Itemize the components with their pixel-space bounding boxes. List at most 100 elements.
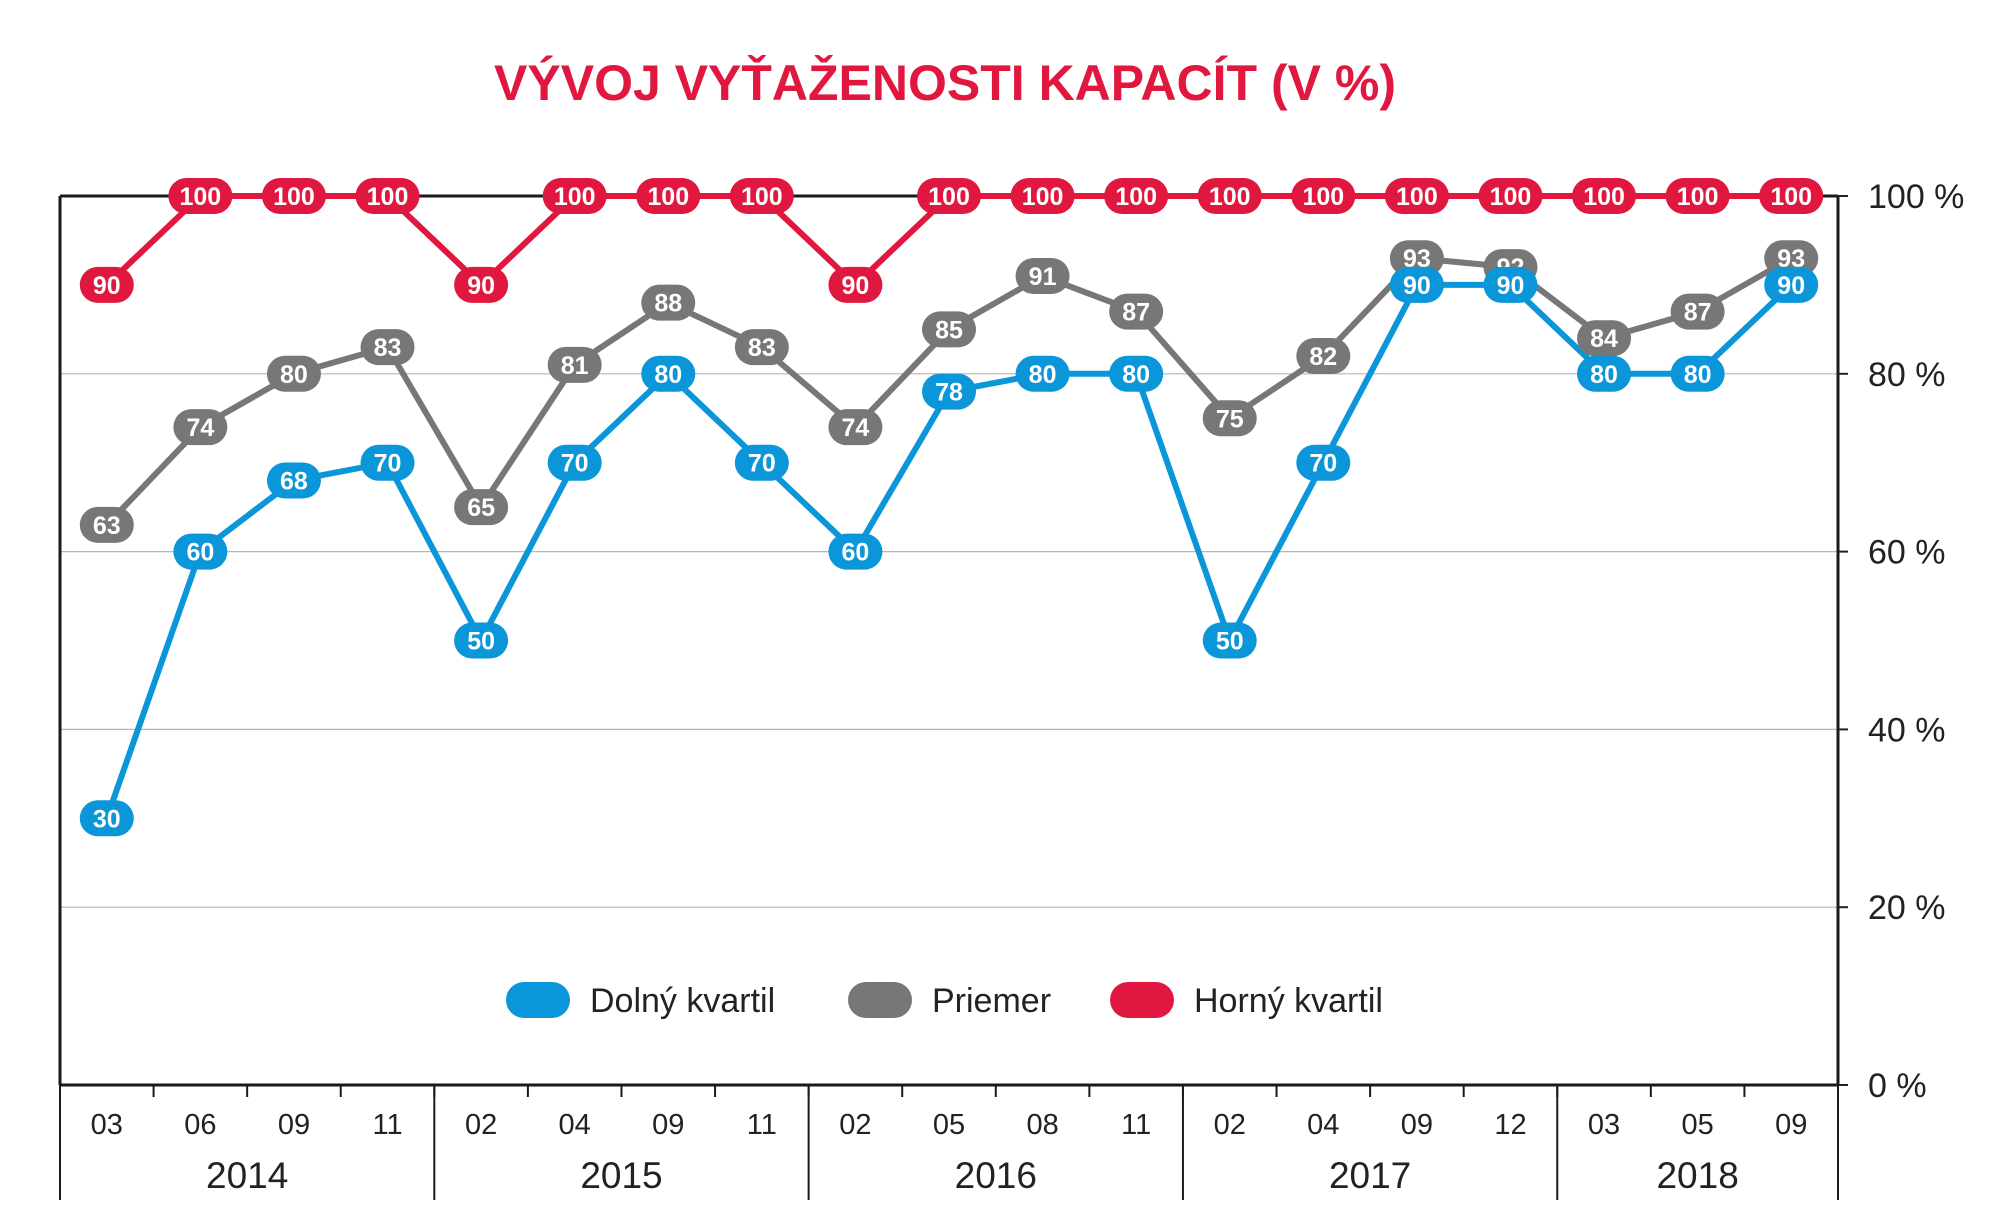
data-label: 75 (1216, 405, 1244, 433)
x-tick-label: 09 (1775, 1109, 1807, 1141)
data-point (261, 178, 326, 214)
data-label: 100 (180, 183, 222, 211)
data-label: 50 (467, 628, 495, 656)
year-label: 2018 (1656, 1155, 1738, 1196)
x-tick-label: 11 (747, 1109, 777, 1141)
data-label: 83 (374, 334, 402, 362)
x-tick-label: 08 (1026, 1109, 1058, 1141)
data-label: 100 (1022, 183, 1064, 211)
data-point (1015, 355, 1070, 392)
data-point (1202, 400, 1257, 437)
data-point (922, 373, 976, 410)
data-label: 90 (842, 272, 870, 300)
data-point (1577, 320, 1632, 357)
data-label: 80 (654, 361, 682, 389)
data-point (547, 444, 602, 481)
x-tick-label: 05 (1681, 1109, 1713, 1141)
data-label: 90 (1403, 272, 1431, 300)
data-label: 80 (1684, 361, 1712, 389)
x-tick-label: 03 (91, 1109, 123, 1141)
data-label: 88 (654, 290, 682, 318)
data-label: 90 (93, 272, 121, 300)
data-point (79, 506, 134, 543)
data-point (547, 346, 602, 383)
data-label: 80 (280, 361, 308, 389)
data-label: 100 (1490, 183, 1532, 211)
data-label: 70 (1309, 450, 1337, 478)
legend: Dolný kvartil Priemer Horný kvartil (506, 982, 1383, 1020)
year-label: 2015 (580, 1155, 662, 1196)
data-label: 50 (1216, 628, 1244, 656)
data-point (1665, 178, 1730, 214)
data-label: 60 (186, 539, 214, 567)
data-point (734, 444, 789, 481)
data-point (1296, 444, 1351, 481)
data-point (1104, 178, 1169, 214)
x-tick-label: 09 (1401, 1109, 1433, 1141)
data-label: 90 (1777, 272, 1805, 300)
data-label: 100 (1302, 183, 1344, 211)
x-tick-label: 12 (1494, 1109, 1526, 1141)
data-point (922, 311, 976, 348)
data-label: 100 (1209, 183, 1251, 211)
x-tick-label: 09 (652, 1109, 684, 1141)
data-label: 100 (1583, 183, 1625, 211)
data-point (641, 355, 696, 392)
data-point (454, 622, 509, 659)
data-point (636, 178, 701, 214)
x-tick-label: 06 (184, 1109, 216, 1141)
x-tick-label: 09 (278, 1109, 310, 1141)
x-tick-label: 04 (1307, 1109, 1339, 1141)
data-point (1384, 178, 1449, 214)
data-label: 90 (467, 272, 495, 300)
data-point (360, 329, 415, 366)
legend-swatch (1110, 982, 1174, 1018)
data-point (734, 329, 789, 366)
data-point (360, 444, 415, 481)
data-label: 63 (93, 512, 121, 540)
data-label: 80 (1590, 361, 1618, 389)
year-label: 2014 (206, 1155, 288, 1196)
data-label: 100 (554, 183, 596, 211)
data-point (1109, 293, 1164, 330)
x-tick-label: 02 (465, 1109, 497, 1141)
data-labels: 90 100 100 100 90 100 100 100 90 100 100 100 100 100 1… (79, 178, 1824, 837)
data-label: 65 (467, 494, 495, 522)
data-label: 87 (1122, 299, 1150, 327)
data-label: 80 (1122, 361, 1150, 389)
data-label: 100 (1677, 183, 1719, 211)
data-point (1010, 178, 1075, 214)
data-label: 90 (1497, 272, 1525, 300)
legend-label: Horný kvartil (1194, 982, 1383, 1020)
data-point (828, 533, 883, 570)
series-lines (103, 193, 1795, 822)
data-label: 100 (367, 183, 409, 211)
data-label: 100 (741, 183, 783, 211)
data-point (542, 178, 607, 214)
data-label: 100 (273, 183, 315, 211)
data-point (1670, 293, 1725, 330)
data-point (1015, 258, 1070, 295)
x-axis: 03 06 09 11 02 04 09 11 02 05 08 11 02 04 09 12 03 05 09 20… (59, 1085, 1839, 1200)
data-label: 100 (647, 183, 689, 211)
data-point (1202, 622, 1257, 659)
data-label: 70 (374, 450, 402, 478)
data-point (79, 266, 134, 303)
y-tick-label: 100 % (1868, 178, 1964, 216)
data-label: 83 (748, 334, 776, 362)
data-point (828, 266, 883, 303)
data-point (266, 355, 321, 392)
data-point (1109, 355, 1164, 392)
x-tick-label: 11 (372, 1109, 402, 1141)
data-point (828, 409, 883, 446)
data-point (1291, 178, 1356, 214)
data-label: 82 (1309, 343, 1337, 371)
legend-label: Priemer (932, 982, 1051, 1020)
y-axis: 0 % 20 % 40 % 60 % 80 % 100 % (1838, 178, 1964, 1105)
data-point (1572, 178, 1637, 214)
data-label: 81 (561, 352, 589, 380)
y-tick-label: 60 % (1868, 534, 1946, 572)
x-tick-label: 05 (933, 1109, 965, 1141)
data-label: 100 (1396, 183, 1438, 211)
